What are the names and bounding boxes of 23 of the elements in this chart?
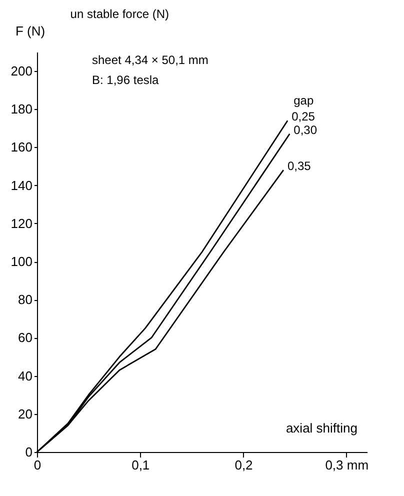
chart-title: un stable force (N)	[70, 7, 170, 21]
y-tick-label: 20	[18, 406, 32, 422]
x-axis-title: axial shifting	[286, 420, 358, 436]
y-tick-label: 140	[10, 178, 32, 193]
x-tick-label: 0,3 mm	[325, 458, 369, 472]
series-label: 0,25	[292, 110, 316, 124]
y-tick-label: 120	[10, 216, 32, 231]
annotation: B: 1,96 tesla	[92, 73, 160, 87]
y-axis-title: F (N)	[16, 24, 46, 38]
annotation: sheet 4,34 × 50,1 mm	[92, 53, 208, 67]
legend-title: gap	[294, 94, 314, 108]
y-tick-label: 100	[10, 254, 32, 270]
y-tick-label: 40	[18, 368, 32, 384]
x-tick-label: 0,1	[132, 458, 150, 472]
series-label: 0,30	[294, 122, 318, 137]
y-tick-label: 200	[10, 64, 32, 79]
series-label: 0,35	[287, 159, 312, 174]
y-tick-label: 160	[10, 140, 32, 155]
y-tick-label: 180	[10, 102, 32, 117]
x-tick-label: 0,2	[234, 458, 253, 472]
y-tick-label: 0	[25, 444, 32, 460]
y-tick-label: 60	[18, 330, 32, 346]
y-tick-label: 80	[18, 292, 32, 308]
